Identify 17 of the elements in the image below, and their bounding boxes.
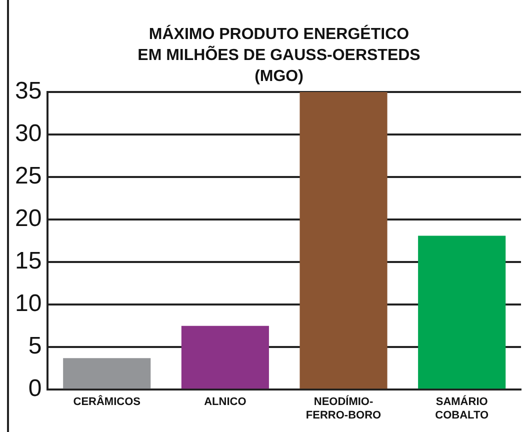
- x-tick-label: CERÂMICOS: [73, 395, 140, 408]
- x-tick-label: SAMÁRIO COBALTO: [435, 395, 489, 422]
- bar: [63, 358, 151, 389]
- y-tick-label: 35: [14, 78, 42, 105]
- y-tick-label: 15: [14, 248, 42, 275]
- bar: [300, 92, 388, 389]
- y-tick-label: 25: [14, 162, 42, 190]
- bar: [418, 236, 506, 389]
- x-tick-label: ALNICO: [204, 396, 247, 408]
- chart-title: MÁXIMO PRODUTO ENERGÉTICO EM MILHÕES DE GAUSS-OERSTEDS (MGO): [136, 24, 422, 87]
- y-tick-label: 10: [14, 290, 42, 318]
- y-tick-label: 20: [14, 205, 42, 232]
- y-tick-label: 30: [14, 120, 42, 148]
- y-tick-label: 0: [28, 375, 42, 402]
- y-tick-label: 5: [28, 332, 42, 360]
- x-tick-label: NEODÍMIO-FERRO-BORO: [306, 395, 382, 422]
- bar: [181, 326, 269, 389]
